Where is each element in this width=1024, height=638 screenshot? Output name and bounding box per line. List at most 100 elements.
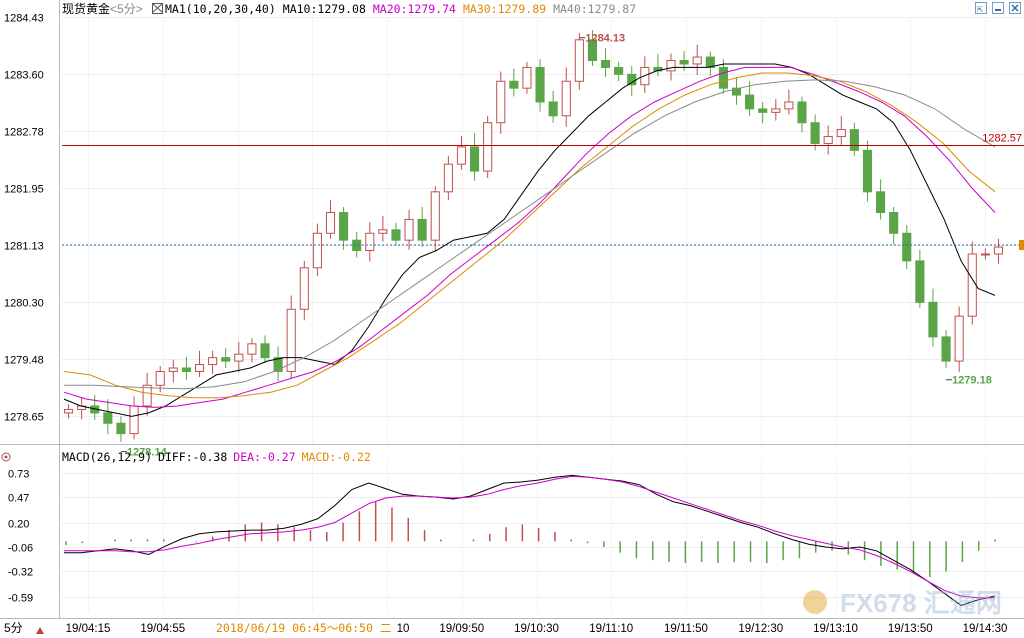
candle-body <box>705 56 715 68</box>
expand-icon[interactable]: ⇱ <box>975 2 987 16</box>
candle <box>758 101 768 124</box>
candle <box>915 249 925 308</box>
diff-value: DIFF:-0.38 <box>158 450 227 464</box>
candle <box>587 30 597 67</box>
candle <box>889 207 899 245</box>
candle <box>731 77 742 105</box>
candle <box>993 238 1004 264</box>
candle-body <box>771 108 781 113</box>
candle-body <box>483 122 493 172</box>
ma-line-ma40 <box>64 79 996 390</box>
x-tick-label: 19/13:50 <box>888 623 933 635</box>
candle-body <box>836 129 846 138</box>
candle <box>810 114 820 151</box>
annotations: 1284.13 1278.14 1279.18 1282.57 <box>62 33 1024 459</box>
candle-body <box>876 191 886 214</box>
candle <box>535 59 545 112</box>
candle-body <box>574 39 584 82</box>
candle-body <box>745 94 755 110</box>
candle <box>247 338 257 363</box>
fx678-logo-icon <box>803 590 827 614</box>
candle-body <box>378 229 388 234</box>
candle-body <box>522 66 532 89</box>
macd-y-tick-label: -0.32 <box>8 567 33 579</box>
candle-body <box>614 66 624 75</box>
macd-lines <box>64 474 996 606</box>
candle-body <box>221 357 231 362</box>
candle-body <box>155 370 165 386</box>
candle <box>823 125 833 155</box>
candle-body <box>208 357 218 366</box>
candle-body <box>103 412 113 424</box>
macd-settings-icon[interactable] <box>1 452 11 462</box>
candle <box>221 347 231 368</box>
macd-histogram <box>65 501 996 578</box>
svg-text:⇱: ⇱ <box>977 4 983 15</box>
candle <box>771 99 781 121</box>
diff-line <box>64 474 996 606</box>
candle <box>299 260 309 321</box>
y-tick-labels: 1284.43 1283.60 1282.78 1281.95 1281.13 1280.… <box>4 13 44 424</box>
candle <box>496 71 506 134</box>
candle <box>614 61 624 82</box>
candle <box>509 68 519 97</box>
candle-body <box>902 232 912 262</box>
candle-body <box>862 149 873 193</box>
candle <box>443 155 453 201</box>
candle <box>548 90 558 123</box>
candle <box>954 306 964 373</box>
candle-body <box>889 212 899 234</box>
macd-y-tick-label: 0.20 <box>8 519 29 531</box>
y-tick-label: 1282.78 <box>4 127 44 139</box>
candle-body <box>600 60 611 68</box>
candle-body <box>967 253 977 317</box>
macd-y-tick-label: -0.06 <box>8 543 33 555</box>
candle <box>862 140 873 202</box>
window-buttons: ⇱ <box>975 2 1021 16</box>
candle-body <box>391 229 401 241</box>
ma-toggle-icon[interactable] <box>152 3 163 14</box>
candle-body <box>993 246 1004 255</box>
y-tick-label: 1281.95 <box>4 184 44 196</box>
period-button-label: 5分 <box>4 621 23 635</box>
candle-body <box>797 101 807 124</box>
svg-text:FX678 汇通网: FX678 汇通网 <box>840 588 1002 618</box>
candle <box>797 96 807 133</box>
ma20-value: MA20:1279.74 <box>373 2 456 16</box>
y-tick-label: 1278.65 <box>4 412 44 424</box>
candle <box>142 372 152 416</box>
candle-body <box>810 122 820 144</box>
candle <box>483 115 493 178</box>
x-tick-label: 19/04:15 <box>66 623 111 635</box>
candle <box>378 215 388 242</box>
x-tick-label: 19/12:30 <box>738 623 783 635</box>
candle <box>784 89 794 115</box>
candle-body <box>679 60 689 65</box>
candle <box>928 288 938 347</box>
candle <box>103 399 113 435</box>
candle-body <box>260 343 270 359</box>
symbol-label: 现货黄金 <box>62 1 110 16</box>
minimize-icon[interactable] <box>992 2 1004 14</box>
candle <box>194 350 205 377</box>
period-button[interactable]: 5分 <box>4 621 44 635</box>
watermark: FX678 汇通网 <box>803 588 1002 618</box>
candle <box>522 61 532 94</box>
candle-body <box>168 367 178 372</box>
candle-body <box>587 39 597 62</box>
candle <box>391 222 401 246</box>
candle-body <box>941 336 951 362</box>
candle-body <box>666 60 676 72</box>
candle <box>456 135 467 170</box>
candle-body <box>352 239 362 252</box>
candle <box>116 416 126 442</box>
close-icon[interactable] <box>1009 2 1021 14</box>
candle-body <box>63 408 74 414</box>
y-tick-label: 1280.30 <box>4 298 44 310</box>
candle <box>430 186 440 252</box>
candle-body <box>234 353 244 362</box>
period-label: <5分> <box>110 2 143 16</box>
candle-body <box>286 308 296 372</box>
